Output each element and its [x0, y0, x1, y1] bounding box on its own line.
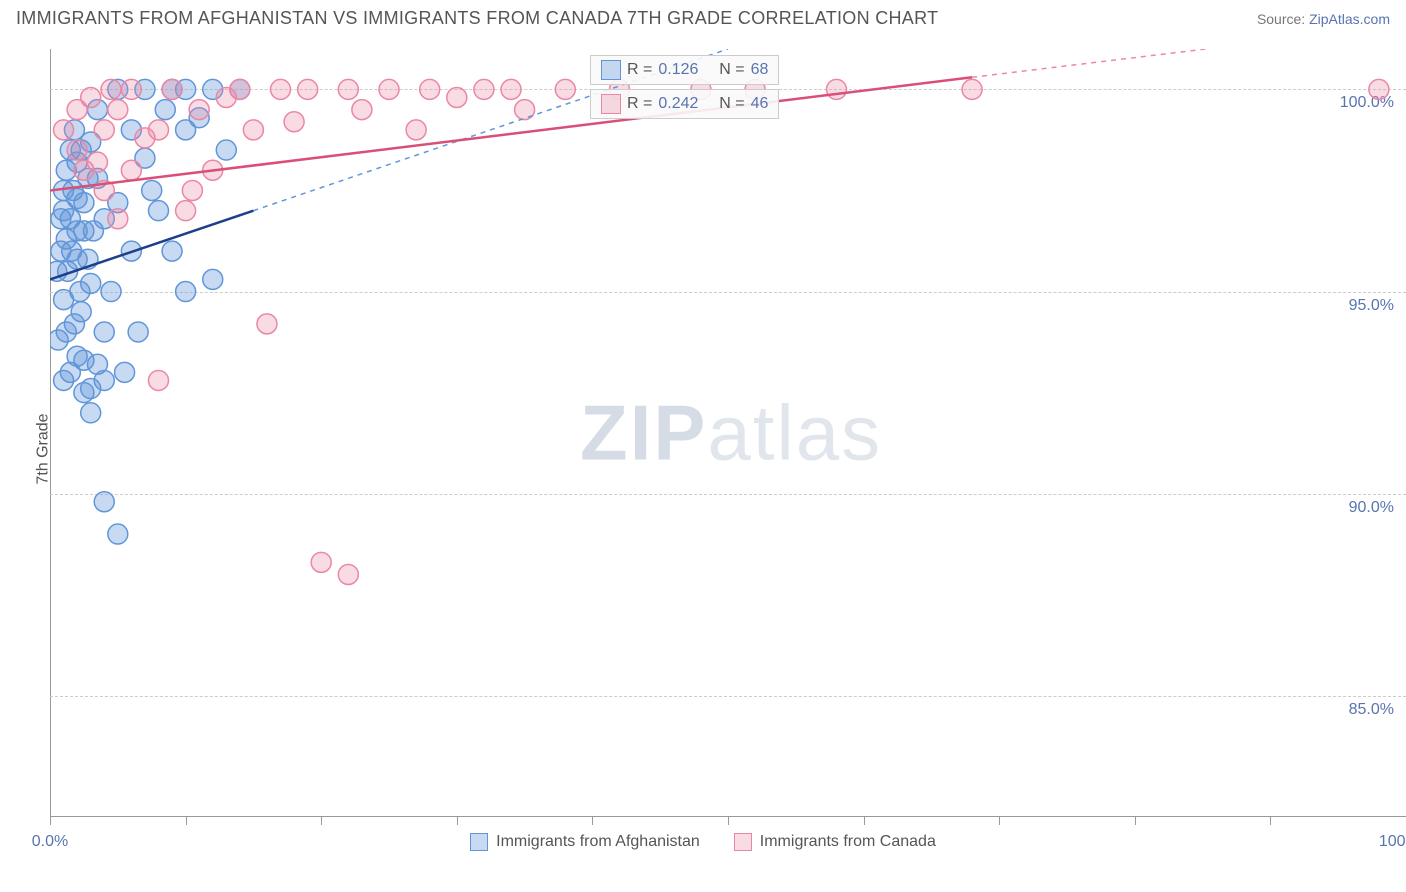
data-point [420, 79, 440, 99]
data-point [474, 79, 494, 99]
plot-area [50, 49, 1406, 817]
data-point [54, 290, 74, 310]
data-point [81, 403, 101, 423]
series-swatch [470, 833, 488, 851]
data-point [108, 100, 128, 120]
data-point [108, 524, 128, 544]
data-point [94, 120, 114, 140]
x-tick [321, 817, 322, 825]
data-point [101, 79, 121, 99]
x-tick [50, 817, 51, 825]
data-point [338, 79, 358, 99]
x-tick [1270, 817, 1271, 825]
data-point [108, 209, 128, 229]
data-point [94, 492, 114, 512]
correlation-chart: 7th Grade 85.0%90.0%95.0%100.0% 0.0%100.… [0, 39, 1406, 859]
data-point [87, 152, 107, 172]
data-point [406, 120, 426, 140]
data-point [81, 88, 101, 108]
stats-box: R = 0.126 N = 68 [590, 55, 779, 85]
x-tick [457, 817, 458, 825]
series-swatch [601, 60, 621, 80]
data-point [257, 314, 277, 334]
x-tick [592, 817, 593, 825]
x-tick [1135, 817, 1136, 825]
data-point [67, 140, 87, 160]
series-swatch [734, 833, 752, 851]
series-swatch [601, 94, 621, 114]
data-point [101, 282, 121, 302]
legend-item: Immigrants from Afghanistan [470, 833, 700, 851]
data-point [162, 79, 182, 99]
data-point [54, 120, 74, 140]
data-point [176, 201, 196, 221]
data-point [148, 370, 168, 390]
data-point [94, 322, 114, 342]
x-tick [186, 817, 187, 825]
data-point [284, 112, 304, 132]
data-point [162, 241, 182, 261]
data-point [447, 88, 467, 108]
data-point [121, 160, 141, 180]
data-point [311, 552, 331, 572]
data-point [148, 120, 168, 140]
data-point [271, 79, 291, 99]
data-point [338, 564, 358, 584]
data-point [298, 79, 318, 99]
x-tick [728, 817, 729, 825]
data-point [501, 79, 521, 99]
legend: Immigrants from Afghanistan Immigrants fr… [0, 833, 1406, 851]
data-point [243, 120, 263, 140]
data-point [128, 322, 148, 342]
stats-box: R = 0.242 N = 46 [590, 89, 779, 119]
regression-extension [972, 49, 1406, 77]
legend-label: Immigrants from Canada [760, 833, 936, 851]
data-point [176, 282, 196, 302]
data-point [71, 302, 91, 322]
data-point [203, 269, 223, 289]
legend-item: Immigrants from Canada [734, 833, 936, 851]
data-point [67, 189, 87, 209]
x-tick [864, 817, 865, 825]
chart-title: IMMIGRANTS FROM AFGHANISTAN VS IMMIGRANT… [16, 8, 938, 29]
data-point [67, 221, 87, 241]
data-point [94, 370, 114, 390]
data-point [555, 79, 575, 99]
data-point [379, 79, 399, 99]
data-point [121, 79, 141, 99]
data-point [155, 100, 175, 120]
data-point [148, 201, 168, 221]
data-point [352, 100, 372, 120]
data-point [216, 140, 236, 160]
data-point [826, 79, 846, 99]
data-point [230, 79, 250, 99]
data-point [50, 330, 68, 350]
source-label: Source: ZipAtlas.com [1257, 11, 1390, 27]
data-point [962, 79, 982, 99]
data-point [182, 180, 202, 200]
source-link[interactable]: ZipAtlas.com [1309, 11, 1390, 27]
data-point [1369, 79, 1389, 99]
legend-label: Immigrants from Afghanistan [496, 833, 700, 851]
data-point [142, 180, 162, 200]
data-point [189, 100, 209, 120]
x-tick [999, 817, 1000, 825]
data-point [115, 362, 135, 382]
